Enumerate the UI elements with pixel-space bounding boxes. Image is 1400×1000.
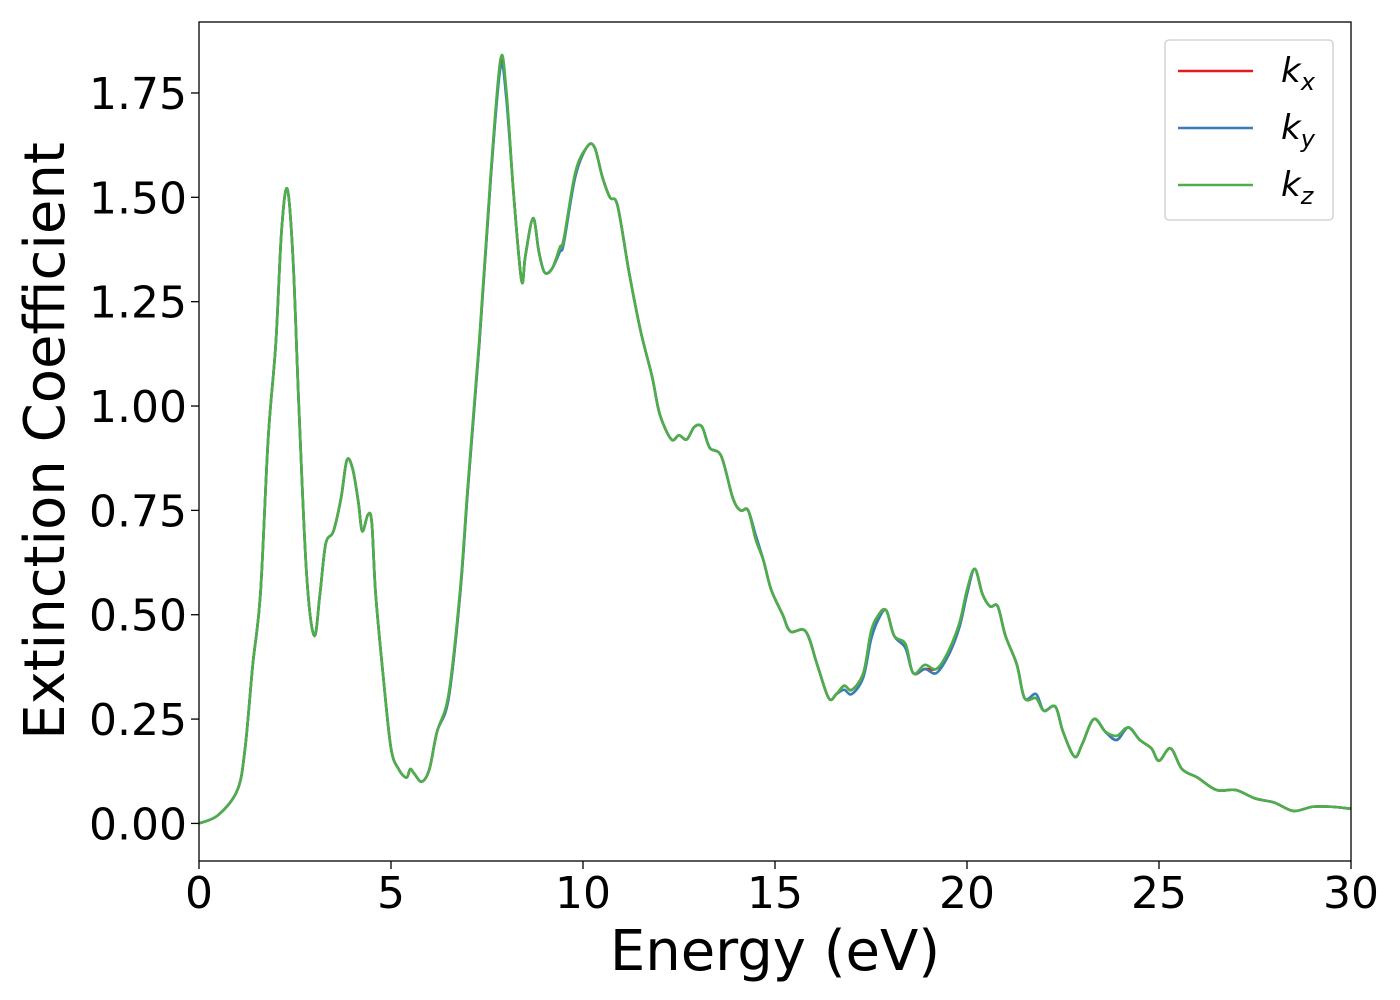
y-axis: 0.00 0.25 0.50 0.75 1.00 1.25 1.50 1.75 (89, 69, 199, 850)
legend-box (1164, 39, 1334, 221)
x-tick-label: 20 (939, 868, 995, 919)
x-tick-label: 30 (1323, 868, 1379, 919)
legend-label-ky: ky (1281, 108, 1316, 153)
y-tick-label: 1.75 (89, 69, 187, 120)
x-axis-title: Energy (eV) (610, 919, 940, 984)
y-tick-label: 0.25 (89, 695, 187, 746)
y-tick-label: 1.00 (89, 382, 187, 433)
legend-label-kx: kx (1281, 51, 1316, 96)
x-tick-label: 15 (747, 868, 803, 919)
y-axis-title: Extinction Coefficient (13, 142, 78, 740)
x-tick-label: 10 (555, 868, 611, 919)
x-tick-label: 0 (185, 868, 213, 919)
y-tick-label: 1.50 (89, 173, 187, 224)
x-tick-label: 5 (377, 868, 405, 919)
legend: kx ky kz (1164, 39, 1334, 221)
legend-label-kz: kz (1281, 165, 1315, 210)
y-tick-label: 0.00 (89, 799, 187, 850)
y-tick-label: 1.25 (89, 278, 187, 329)
y-tick-label: 0.75 (89, 486, 187, 537)
x-tick-label: 25 (1131, 868, 1187, 919)
series-line-kz (198, 53, 1352, 825)
series-layer (198, 53, 1352, 825)
plot-background (199, 22, 1351, 861)
y-tick-label: 0.50 (89, 591, 187, 642)
x-axis: 0 5 10 15 20 25 30 (185, 861, 1379, 919)
